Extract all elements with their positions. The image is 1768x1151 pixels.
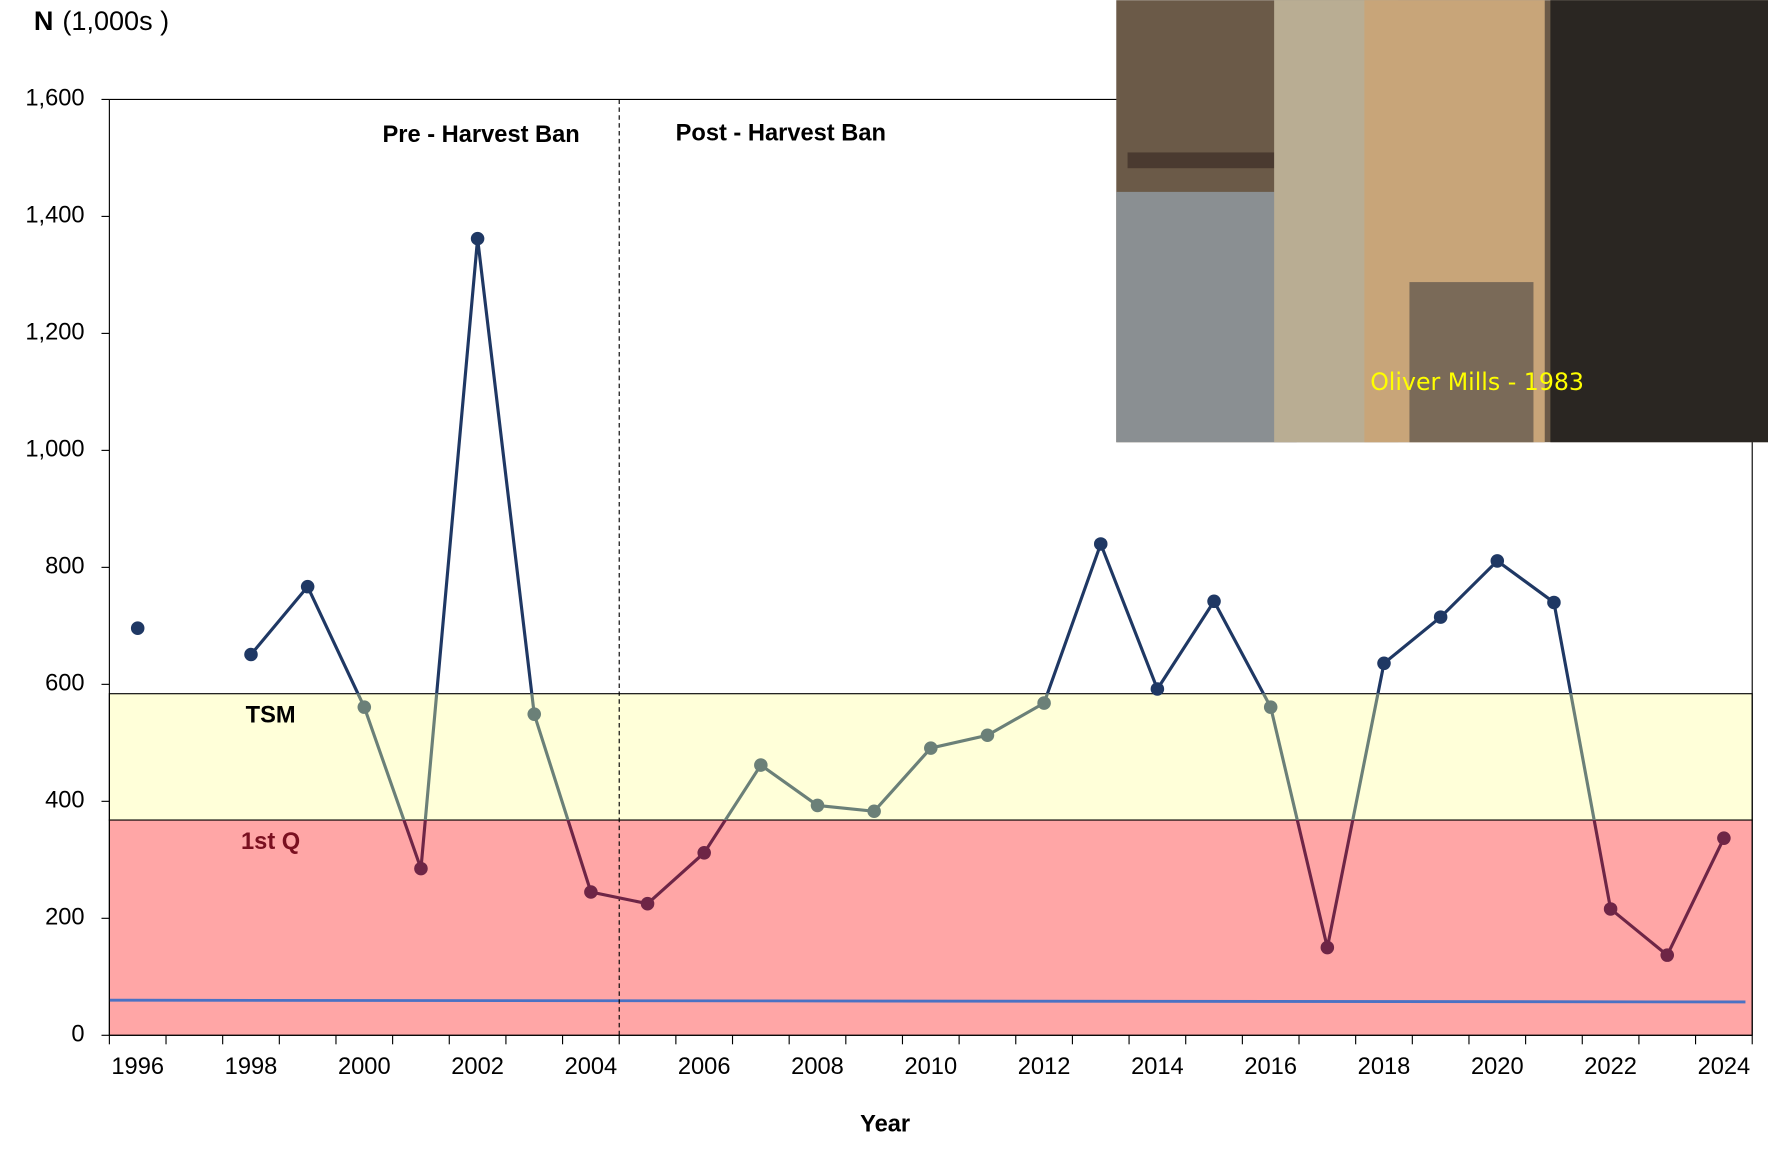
data-point: [697, 846, 711, 860]
data-point: [584, 885, 598, 899]
y-tick-label: 1,200: [25, 320, 84, 346]
y-tick-label: 1,600: [25, 86, 84, 112]
x-tick-label: 2014: [1131, 1054, 1184, 1080]
x-tick-label: 1998: [225, 1054, 278, 1080]
data-point: [1037, 696, 1051, 710]
data-point: [1377, 657, 1391, 671]
y-label-symbol: N: [34, 6, 54, 36]
data-point: [1660, 948, 1674, 962]
y-axis-label: N (1,000s ): [34, 6, 169, 36]
photo: Oliver Mills - 1983: [1116, 0, 1768, 442]
x-tick-label: 1996: [111, 1054, 164, 1080]
data-point: [414, 862, 428, 876]
reference-line: [109, 1000, 1745, 1002]
data-point: [1434, 610, 1448, 624]
y-tick-label: 200: [45, 905, 84, 931]
data-point: [1491, 554, 1505, 568]
data-point: [754, 758, 768, 772]
x-tick-label: 2008: [791, 1054, 844, 1080]
y-tick-label: 0: [71, 1022, 84, 1048]
data-point: [527, 707, 541, 721]
data-point: [924, 741, 938, 755]
data-point: [1207, 595, 1221, 609]
band-label: TSM: [246, 703, 296, 729]
x-tick-label: 2024: [1698, 1054, 1751, 1080]
data-point: [471, 232, 485, 246]
data-point: [981, 728, 995, 742]
data-point: [641, 897, 655, 911]
x-tick-label: 2010: [904, 1054, 957, 1080]
data-point: [301, 580, 315, 594]
data-point: [1547, 596, 1561, 610]
data-point: [1151, 682, 1165, 696]
y-tick-label: 400: [45, 788, 84, 814]
band: [109, 694, 1752, 820]
y-tick-label: 1,400: [25, 203, 84, 229]
annotation: Post - Harvest Ban: [676, 121, 886, 147]
x-axis-label: Year: [860, 1112, 910, 1138]
data-point: [131, 621, 145, 635]
data-point: [867, 805, 881, 819]
data-point: [1717, 831, 1731, 845]
data-point: [1094, 537, 1108, 551]
x-tick-label: 2000: [338, 1054, 391, 1080]
data-point: [1264, 700, 1278, 714]
x-tick-label: 2016: [1244, 1054, 1297, 1080]
x-tick-label: 2006: [678, 1054, 731, 1080]
photo-caption: Oliver Mills - 1983: [1370, 368, 1584, 396]
x-tick-label: 2020: [1471, 1054, 1524, 1080]
data-point: [1604, 902, 1618, 916]
annotation: Pre - Harvest Ban: [383, 122, 580, 148]
photo-water: [1116, 192, 1296, 442]
y-tick-label: 800: [45, 554, 84, 580]
band-label: 1st Q: [241, 829, 300, 855]
data-point: [358, 700, 372, 714]
x-tick-label: 2004: [565, 1054, 618, 1080]
x-tick-label: 2012: [1018, 1054, 1071, 1080]
x-tick-label: 2002: [451, 1054, 504, 1080]
data-point: [811, 799, 825, 813]
y-tick-label: 600: [45, 671, 84, 697]
y-label-unit: (1,000s ): [62, 6, 169, 36]
photo-rail: [1128, 152, 1286, 168]
x-tick-label: 2022: [1584, 1054, 1637, 1080]
chart: N (1,000s ) Year TSM 1st Q 0 200 400 600 800 1,0…: [0, 0, 1768, 1146]
data-point: [1321, 941, 1335, 955]
photo-legs: [1409, 282, 1533, 442]
y-tick-label: 1,000: [25, 437, 84, 463]
x-tick-label: 2018: [1358, 1054, 1411, 1080]
data-point: [244, 648, 258, 662]
